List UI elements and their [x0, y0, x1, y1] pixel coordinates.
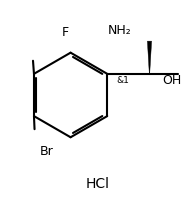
- Text: &1: &1: [116, 76, 129, 85]
- Text: Br: Br: [40, 145, 53, 158]
- Text: OH: OH: [162, 74, 181, 87]
- Polygon shape: [147, 41, 152, 74]
- Text: HCl: HCl: [85, 177, 110, 191]
- Text: F: F: [61, 26, 68, 39]
- Text: NH₂: NH₂: [108, 24, 131, 37]
